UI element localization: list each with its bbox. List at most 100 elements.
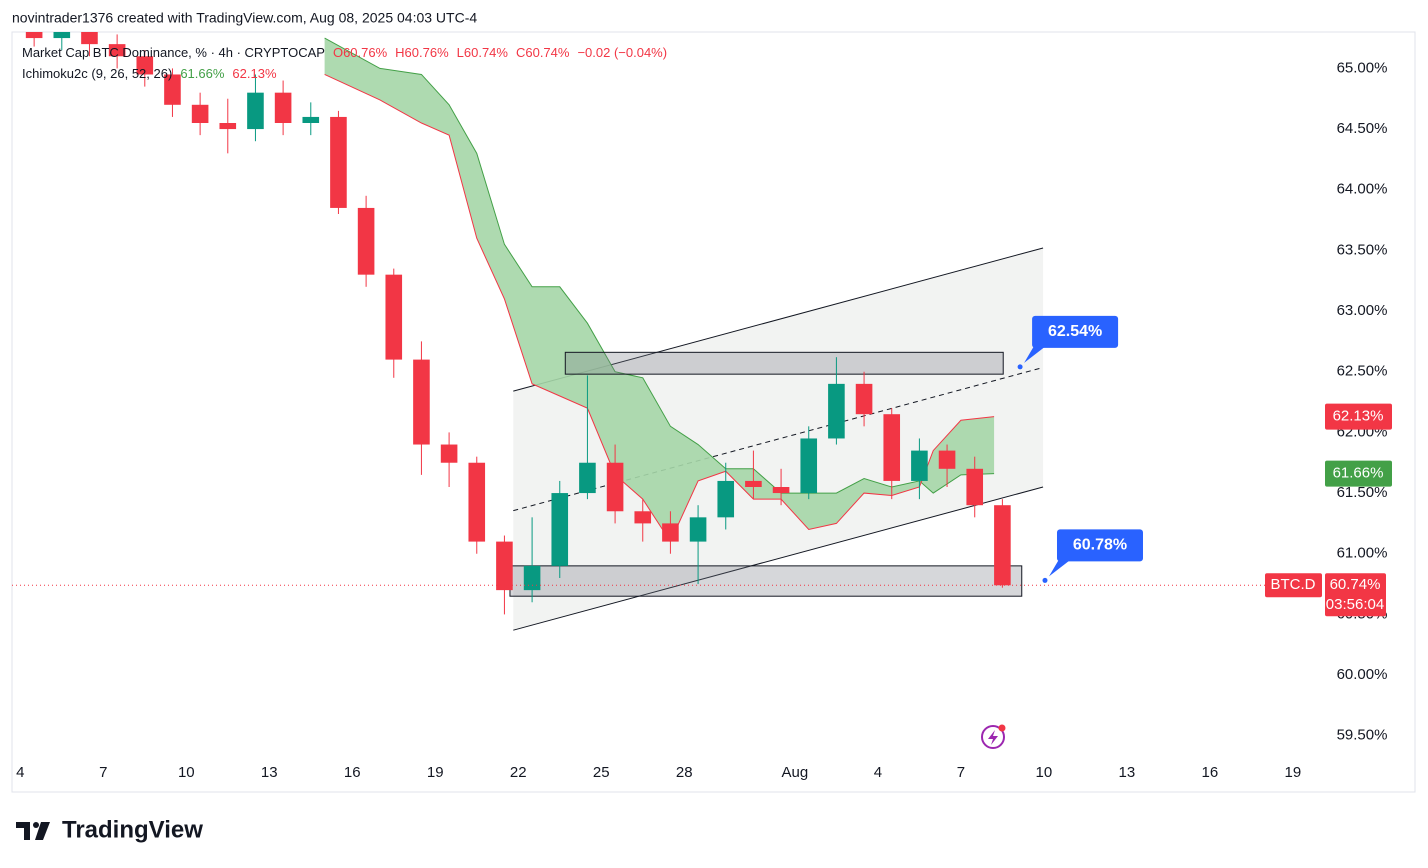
candle-body (745, 480, 762, 487)
axis-badge (1325, 460, 1392, 487)
candle-body (551, 493, 569, 566)
icon-dot (998, 724, 1006, 732)
y-tick-label: 59.50% (1337, 727, 1388, 744)
x-tick-label: Aug (782, 764, 809, 781)
x-tick-label: 28 (676, 764, 693, 781)
candle-body (662, 523, 679, 542)
price-zone (564, 351, 1004, 375)
candle-body (966, 468, 984, 506)
legend-ohlc: H60.76% (395, 45, 449, 60)
candle-body (828, 383, 845, 439)
logo-mark (16, 822, 30, 840)
y-tick-label: 63.50% (1337, 241, 1388, 258)
axis-badge-label: 61.66% (1333, 465, 1384, 482)
plot-area (12, 32, 1315, 631)
annotation-pointer (1048, 559, 1071, 577)
x-tick-label: 19 (427, 764, 444, 781)
candle-body (219, 123, 237, 130)
channel-midline (513, 367, 1044, 512)
annotation-point (1017, 364, 1023, 370)
x-tick-label: 4 (16, 764, 24, 781)
candle-body (717, 480, 735, 518)
candle-body (911, 450, 928, 481)
legend: Market Cap BTC Dominance, % · 4h · CRYPT… (22, 45, 667, 60)
last-price-label: 60.74% (1330, 576, 1381, 593)
candle-body (606, 462, 624, 512)
y-tick-label: 65.00% (1337, 59, 1388, 76)
axes: 59.50%60.00%60.50%61.00%61.50%62.00%62.5… (16, 59, 1387, 781)
channel-line (513, 486, 1044, 631)
cloud-fill (324, 38, 995, 542)
y-tick-label: 64.50% (1337, 120, 1388, 137)
x-tick-label: 16 (344, 764, 361, 781)
legend-change: −0.02 (−0.04%) (577, 45, 667, 60)
x-tick-label: 7 (957, 764, 965, 781)
indicator-value: 61.66% (180, 66, 225, 81)
header: novintrader1376 created with TradingView… (12, 10, 477, 26)
symbol-label: BTC.D (1271, 576, 1316, 593)
candle-body (274, 92, 292, 123)
candle-body (994, 505, 1011, 586)
y-tick-label: 64.00% (1337, 181, 1388, 198)
candle-body (938, 450, 956, 469)
alert-icon (981, 724, 1006, 749)
candle-body (247, 92, 264, 130)
y-tick-label: 61.00% (1337, 545, 1388, 562)
y-tick-label: 63.00% (1337, 302, 1388, 319)
legend-ohlc: C60.74% (516, 45, 570, 60)
candle-body (579, 462, 596, 494)
cloud-line (324, 37, 995, 494)
symbol-badge (1265, 573, 1322, 598)
y-tick-label: 60.00% (1337, 666, 1388, 683)
candle-body (772, 487, 790, 494)
x-tick-label: 22 (510, 764, 527, 781)
x-tick-label: 4 (874, 764, 882, 781)
candle-body (689, 517, 707, 542)
candle-body (25, 32, 43, 39)
x-tick-label: 25 (593, 764, 610, 781)
candle-body (191, 104, 209, 123)
overlay: 62.54% 60.78% 62.13% 61.66% 60.74% 03:56:04 BT… (1017, 315, 1392, 617)
candle-body (108, 44, 126, 57)
annotation-box (1032, 315, 1119, 348)
last-price-badge (1325, 573, 1386, 617)
chart-frame (11, 31, 1416, 793)
x-tick-label: 7 (99, 764, 107, 781)
indicator-name: Ichimoku2c (9, 26, 52, 26) (22, 66, 172, 81)
legend-ohlc: O60.76% (333, 45, 388, 60)
countdown: 03:56:04 (1326, 596, 1384, 613)
candle-body (164, 74, 181, 105)
indicator-legend: Ichimoku2c (9, 26, 52, 26) 61.66% 62.13% (22, 66, 277, 81)
candle-body (883, 414, 901, 481)
candle-body (855, 383, 873, 415)
candle-body (440, 444, 458, 463)
cloud-line (324, 74, 995, 543)
indicator-value: 62.13% (232, 66, 277, 81)
annotation-pointer (1024, 345, 1047, 363)
annotation-label: 62.54% (1048, 323, 1102, 340)
logo-mark (33, 822, 39, 828)
legend-title: Market Cap BTC Dominance, % · 4h · CRYPT… (22, 45, 325, 60)
brand-name: TradingView (62, 816, 203, 843)
candle-body (800, 438, 818, 494)
candle-body (53, 32, 71, 39)
x-tick-label: 19 (1285, 764, 1302, 781)
candle-body (468, 462, 486, 542)
icon-ring (981, 725, 1005, 749)
x-tick-label: 16 (1202, 764, 1219, 781)
axis-badge (1325, 403, 1392, 430)
x-tick-label: 13 (1119, 764, 1136, 781)
candle-body (385, 274, 403, 360)
y-tick-label: 61.50% (1337, 484, 1388, 501)
logo-mark (35, 822, 50, 840)
brand-logo: TradingView (16, 816, 203, 843)
candle-body (496, 541, 513, 591)
candle-body (634, 511, 652, 524)
candle-body (523, 565, 541, 591)
icon-bolt (988, 730, 998, 745)
annotation-box (1056, 529, 1143, 562)
annotation-point (1042, 577, 1048, 583)
candle-body (136, 56, 154, 75)
x-tick-label: 10 (178, 764, 195, 781)
